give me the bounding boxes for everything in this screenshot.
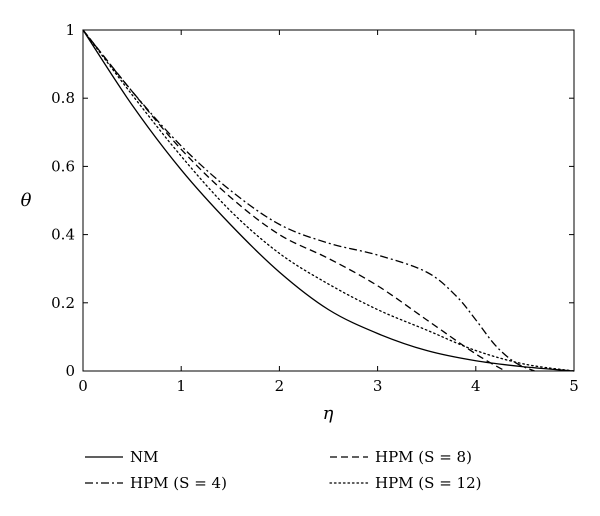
series-line-hpm-s-4	[82, 29, 535, 372]
x-tick-label: 3	[373, 377, 383, 395]
y-tick-label: 0.8	[51, 89, 75, 107]
x-tick-label: 2	[275, 377, 285, 395]
y-tick-label: 0.2	[51, 294, 75, 312]
series-line-hpm-s-8	[82, 29, 506, 372]
series-layer	[82, 29, 575, 372]
plot-border	[82, 29, 575, 372]
legend-label-hpm-s-4: HPM (S = 4)	[130, 474, 227, 492]
legend-label-hpm-s-12: HPM (S = 12)	[375, 474, 481, 492]
plot-frame	[82, 29, 575, 372]
x-tick-label: 4	[471, 377, 481, 395]
x-axis-title: η	[323, 403, 334, 424]
series-line-nm	[82, 29, 575, 372]
x-tick-label: 5	[569, 377, 579, 395]
legend: NM HPM (S = 4) HPM (S = 8) HPM (S = 12)	[85, 448, 481, 492]
tick-labels: 0 1 2 3 4 5 0 0.2 0.4 0.6 0.8 1	[51, 21, 579, 395]
legend-label-hpm-s-8: HPM (S = 8)	[375, 448, 472, 466]
y-tick-label: 0.4	[51, 226, 75, 244]
legend-label-nm: NM	[130, 448, 158, 466]
y-tick-label: 0	[65, 362, 75, 380]
axis-ticks	[82, 29, 575, 372]
x-tick-label: 0	[78, 377, 88, 395]
x-tick-label: 1	[176, 377, 186, 395]
y-tick-label: 0.6	[51, 157, 75, 175]
series-line-hpm-s-12	[82, 29, 575, 372]
y-tick-label: 1	[65, 21, 75, 39]
y-axis-title: θ	[21, 190, 32, 211]
